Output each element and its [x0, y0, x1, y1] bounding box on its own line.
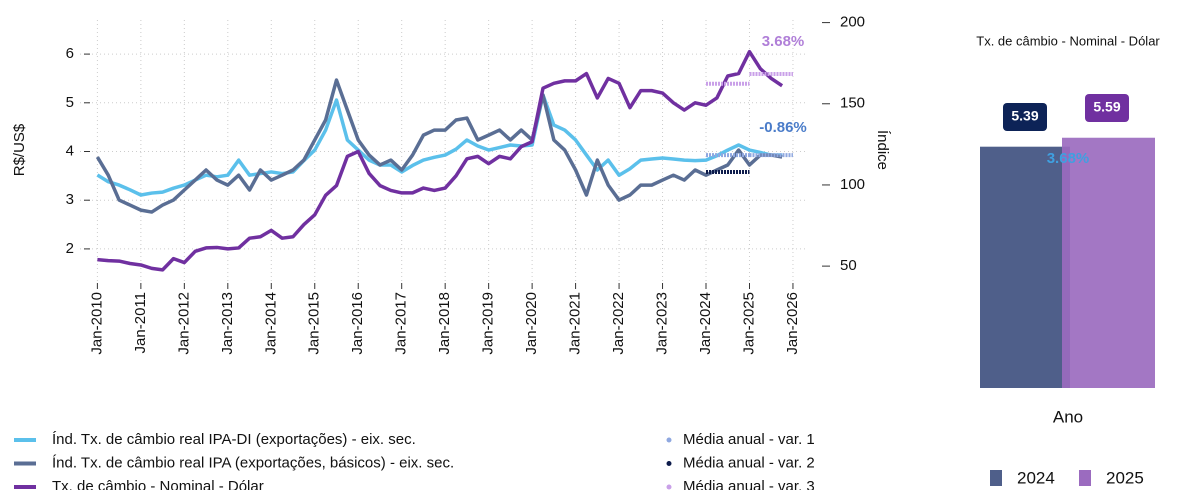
x-tick-label: Jan-2025 [740, 292, 757, 355]
y-tick-label: 4 [66, 142, 74, 159]
series-line [97, 49, 784, 272]
x-tick-label: Jan-2022 [610, 292, 627, 355]
legend-swatch [666, 484, 672, 490]
bar-title: Tx. de câmbio - Nominal - Dólar [976, 33, 1160, 48]
x-tick-label: Jan-2010 [88, 292, 105, 355]
legend-label: Média anual - var. 2 [683, 454, 815, 471]
bar [1062, 137, 1155, 388]
x-tick-label: Jan-2012 [175, 292, 192, 355]
x-tick-label: Jan-2015 [306, 292, 323, 355]
y-tick-label: 3 [66, 191, 74, 208]
legend-label: Média anual - var. 3 [683, 478, 815, 490]
x-tick-label: Jan-2026 [784, 292, 801, 355]
y-axis-label: R$/US$ [11, 123, 28, 176]
y2-tick-label: 50 [840, 257, 857, 274]
y2-tick-label: 150 [840, 95, 865, 112]
bar [980, 146, 1070, 388]
legend-label: Índ. Tx. de câmbio real IPA-DI (exportaç… [52, 431, 416, 448]
x-tick-label: Jan-2017 [393, 292, 410, 355]
x-tick-label: Jan-2021 [567, 292, 584, 355]
legend-swatch [666, 461, 672, 466]
legend-label: Tx. de câmbio - Nominal - Dólar [52, 478, 264, 490]
y-tick-label: 6 [66, 45, 74, 62]
annotation: 3.68% [762, 33, 805, 50]
legend-swatch [666, 437, 672, 443]
y2-axis-label: Índice [874, 130, 891, 170]
legend-label: 2025 [1106, 468, 1144, 487]
bar-x-label: Ano [1053, 407, 1083, 426]
x-tick-label: Jan-2023 [654, 292, 671, 355]
annotation: -0.86% [759, 119, 807, 136]
annotation: 3.68% [1047, 150, 1090, 167]
y-tick-label: 2 [66, 240, 74, 257]
x-tick-label: Jan-2014 [262, 292, 279, 355]
x-tick-label: Jan-2019 [480, 292, 497, 355]
value-label-box [1003, 103, 1047, 131]
value-label-box [1085, 94, 1129, 122]
x-tick-label: Jan-2018 [436, 292, 453, 355]
series-line [96, 93, 783, 197]
legend-label: Média anual - var. 1 [683, 431, 815, 448]
y2-tick-label: 100 [840, 176, 865, 193]
x-tick-label: Jan-2020 [523, 292, 540, 355]
legend-label: Índ. Tx. de câmbio real IPA (exportações… [52, 454, 454, 471]
y-tick-label: 5 [66, 94, 74, 111]
series-line [95, 78, 783, 214]
legend-swatch [990, 470, 1002, 486]
y2-tick-label: 200 [840, 14, 865, 31]
x-tick-label: Jan-2016 [349, 292, 366, 355]
legend-label: 2024 [1017, 468, 1055, 487]
value-label: 5.39 [1011, 108, 1038, 124]
x-tick-label: Jan-2024 [697, 292, 714, 355]
x-tick-label: Jan-2011 [132, 292, 149, 353]
value-label: 5.59 [1093, 99, 1120, 115]
x-tick-label: Jan-2013 [219, 292, 236, 355]
legend-swatch [1079, 470, 1091, 486]
